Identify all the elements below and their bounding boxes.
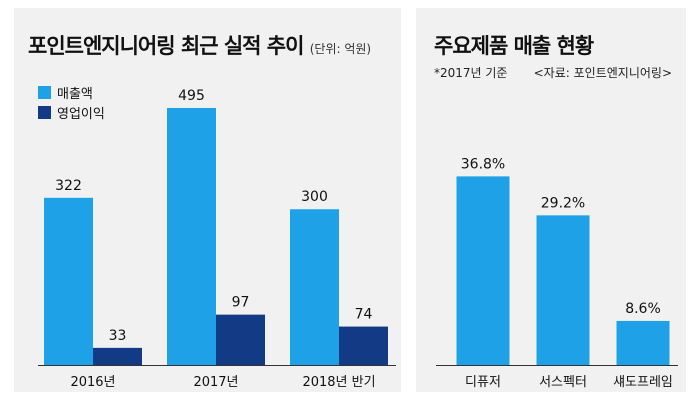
bar-product-share	[536, 215, 590, 365]
chart-title: 주요제품 매출 현황	[434, 34, 594, 58]
bar-product-share	[456, 176, 510, 365]
bar-revenue	[290, 209, 339, 365]
basis-note: *2017년 기준	[434, 66, 508, 80]
data-label: 36.8%	[461, 156, 505, 172]
legend-swatch-revenue	[38, 85, 51, 99]
legend-label-revenue: 매출액	[57, 86, 93, 102]
source-note: <자료: 포인트엔지니어링>	[533, 66, 672, 80]
bar-product-share	[616, 320, 670, 365]
data-label: 8.6%	[625, 301, 661, 317]
category-label: 섀도프레임	[613, 375, 673, 390]
category-label: 2017년	[193, 375, 238, 390]
data-label: 97	[232, 295, 250, 311]
revenue-trend-chart: 322 33 2016년 495 97 2017년 300 74 2018년 반기	[38, 88, 396, 390]
legend: 매출액 영업이익	[38, 82, 105, 122]
category-label: 2016년	[70, 375, 115, 390]
bar-revenue	[167, 107, 216, 365]
category-label: 2018년 반기	[302, 375, 375, 390]
product-sales-chart: 36.8% 디퓨저 29.2% 서스펙터 8.6% 섀도프레임	[436, 156, 678, 390]
legend-item-operating-profit: 영업이익	[38, 102, 105, 122]
bar-revenue	[44, 197, 93, 365]
category-label: 디퓨저	[465, 375, 501, 390]
bar-operating-profit	[339, 326, 388, 365]
legend-label-operating-profit: 영업이익	[57, 106, 105, 122]
bar-operating-profit	[216, 314, 265, 365]
product-sales-panel: 주요제품 매출 현황 *2017년 기준 <자료: 포인트엔지니어링> 36.8…	[416, 8, 686, 392]
legend-swatch-operating-profit	[38, 105, 51, 119]
category-label: 서스펙터	[539, 375, 587, 390]
legend-item-revenue: 매출액	[38, 82, 105, 102]
data-label: 300	[301, 189, 328, 205]
revenue-trend-panel: 포인트엔지니어링 최근 실적 추이 (단위: 억원) 매출액 영업이익 322 3…	[14, 8, 401, 392]
chart-title-text: 포인트엔지니어링 최근 실적 추이	[28, 34, 304, 58]
unit-label: (단위: 억원)	[309, 42, 372, 56]
data-label: 74	[355, 307, 373, 323]
data-label: 33	[109, 328, 127, 344]
data-label: 495	[178, 88, 205, 104]
data-label: 322	[55, 178, 82, 194]
bar-operating-profit	[93, 347, 142, 365]
data-label: 29.2%	[541, 195, 585, 211]
chart-title: 포인트엔지니어링 최근 실적 추이 (단위: 억원)	[28, 30, 371, 60]
